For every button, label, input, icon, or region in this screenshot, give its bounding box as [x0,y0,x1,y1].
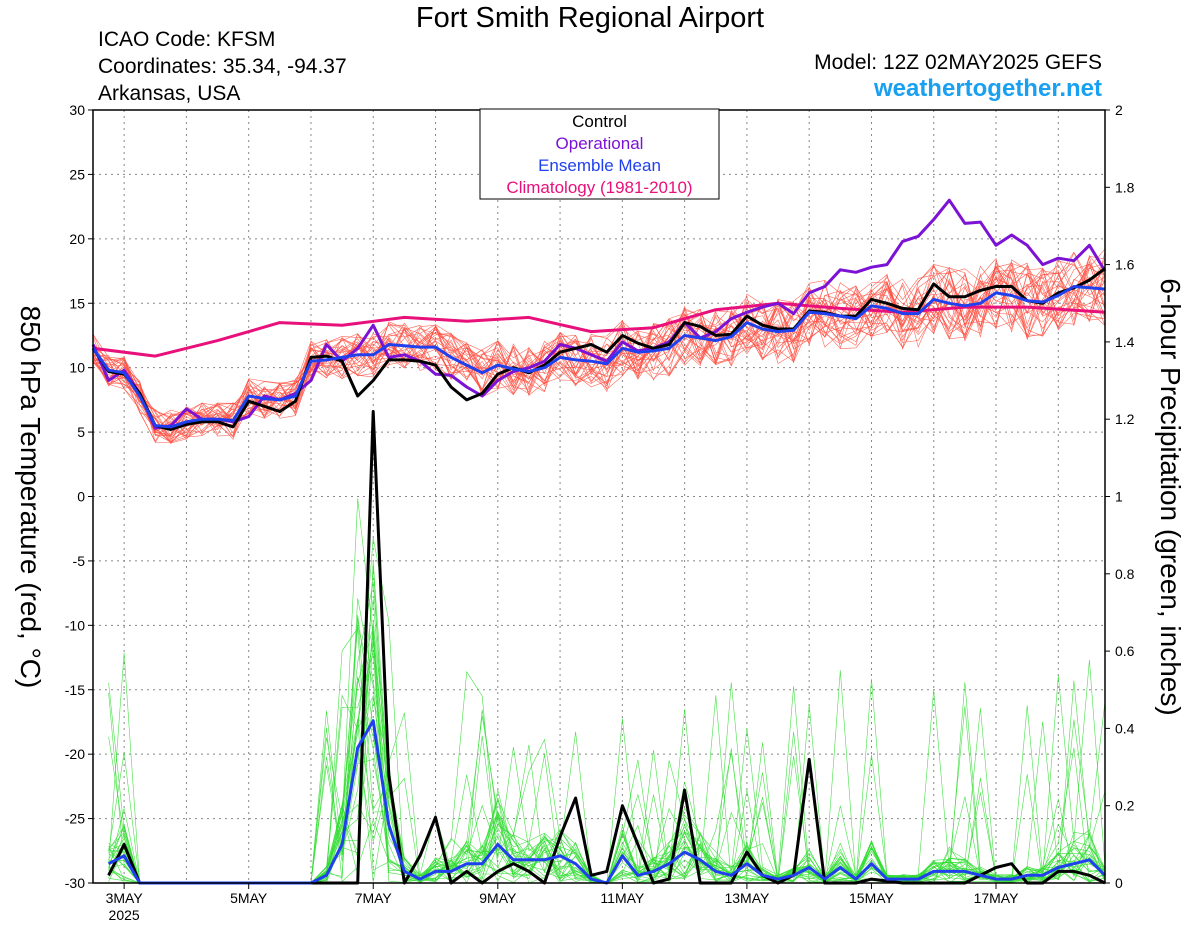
precipitation-member-line [108,682,1106,884]
temperature-member-line [92,251,1106,440]
right-tick-label: 2 [1115,102,1123,118]
series-lines [91,198,1107,885]
temperature-member-line [92,248,1106,432]
precipitation-member-line [108,694,1106,884]
left-tick-label: -15 [65,682,85,698]
precipitation-member-lines [108,419,1106,884]
temperature-member-lines [92,248,1106,445]
precipitation-member-line [108,727,1106,884]
left-tick-label: -10 [65,617,85,633]
x-tick-label: 9MAY [479,890,517,906]
precipitation-member-line [108,625,1106,884]
precipitation-member-line [108,633,1106,884]
model-run: Model: 12Z 02MAY2025 GEFS [814,51,1102,74]
left-tick-label: 0 [77,489,85,505]
precipitation-member-line [108,620,1106,884]
right-tick-label: 1.8 [1115,179,1135,195]
precipitation-member-line [108,582,1106,884]
region: Arkansas, USA [98,82,241,105]
temperature-member-line [92,259,1106,431]
precipitation-member-line [108,561,1106,884]
x-tick-sublabel: 2025 [109,907,140,923]
legend: Control Operational Ensemble Mean Climatolo… [479,108,720,200]
precipitation-member-line [108,537,1106,884]
right-tick-label: 1 [1115,489,1123,505]
x-tick-label: 15MAY [849,890,895,906]
precipitation-member-line [108,652,1106,884]
right-axis-label: 6-hour Precipitation (green, inches) [1155,278,1186,716]
precipitation-member-line [108,727,1106,884]
left-tick-label: 20 [69,231,85,247]
control-temp-line [91,267,1106,431]
right-tick-label: 1.6 [1115,257,1135,273]
ensemble-mean-temp-line [91,285,1106,429]
right-tick-label: 1.4 [1115,334,1135,350]
coordinates: Coordinates: 35.34, -94.37 [98,55,347,78]
icao-code: ICAO Code: KFSM [98,28,276,51]
x-tick-label: 17MAY [974,890,1020,906]
temperature-member-line [92,264,1106,440]
x-tick-label: 3MAY [106,890,144,906]
precipitation-member-line [108,750,1106,884]
temperature-member-line [92,251,1106,430]
page-title: Fort Smith Regional Airport [415,2,765,34]
left-tick-label: 30 [69,102,85,118]
precipitation-member-line [108,598,1106,884]
precipitation-member-line [108,678,1106,884]
left-tick-label: -25 [65,811,85,827]
control-precip-line [107,410,1106,885]
temperature-member-line [92,251,1106,432]
precipitation-member-line [108,689,1106,884]
precipitation-member-line [108,698,1106,884]
temperature-member-line [92,264,1106,435]
right-tick-label: 0.4 [1115,720,1135,736]
left-tick-label: 10 [69,360,85,376]
left-tick-label: -20 [65,746,85,762]
x-tick-label: 13MAY [724,890,770,906]
precipitation-member-line [108,419,1106,884]
temperature-member-line [92,263,1106,444]
precipitation-member-line [108,617,1106,884]
precipitation-member-line [108,659,1106,884]
precipitation-member-line [108,640,1106,884]
x-tick-label: 5MAY [230,890,268,906]
precipitation-member-line [108,676,1106,884]
precipitation-member-line [108,498,1106,884]
precipitation-member-line [108,598,1106,884]
legend-item-ensemble-mean: Ensemble Mean [538,156,661,175]
temperature-member-line [92,267,1106,438]
left-tick-label: 25 [69,166,85,182]
right-tick-label: 0.6 [1115,643,1135,659]
precipitation-member-line [108,627,1106,884]
website-link[interactable]: weathertogether.net [873,75,1102,102]
grid-lines [93,110,1105,883]
legend-item-climatology-1981-2010: Climatology (1981-2010) [506,178,692,197]
temperature-member-line [92,263,1106,421]
temperature-member-line [92,267,1106,438]
right-tick-label: 1.2 [1115,411,1135,427]
right-axis-ticks: 0 0.2 0.4 0.6 0.8 1 1.2 1.4 1.6 1.8 2 [1105,102,1135,891]
ensemble-mean-precip-line [107,719,1107,885]
right-tick-label: 0.2 [1115,798,1135,814]
precipitation-member-line [108,719,1106,884]
legend-item-operational: Operational [556,134,644,153]
left-axis-label: 850 hPa Temperature (red, °C) [15,305,46,689]
left-axis-ticks: -30 -25 -20 -15 -10 -5 0 5 10 15 20 25 30 [65,102,93,891]
left-tick-label: -5 [73,553,86,569]
precipitation-member-line [108,627,1106,884]
left-tick-label: 15 [69,295,85,311]
right-tick-label: 0.8 [1115,566,1135,582]
legend-box [479,108,720,200]
precipitation-member-line [108,641,1106,884]
left-tick-label: -30 [65,875,85,891]
left-tick-label: 5 [77,424,85,440]
precipitation-member-line [108,628,1106,884]
precipitation-member-line [108,614,1105,884]
legend-item-control: Control [572,112,627,131]
right-tick-label: 0 [1115,875,1123,891]
x-tick-label: 11MAY [600,890,644,906]
x-tick-label: 7MAY [355,890,393,906]
